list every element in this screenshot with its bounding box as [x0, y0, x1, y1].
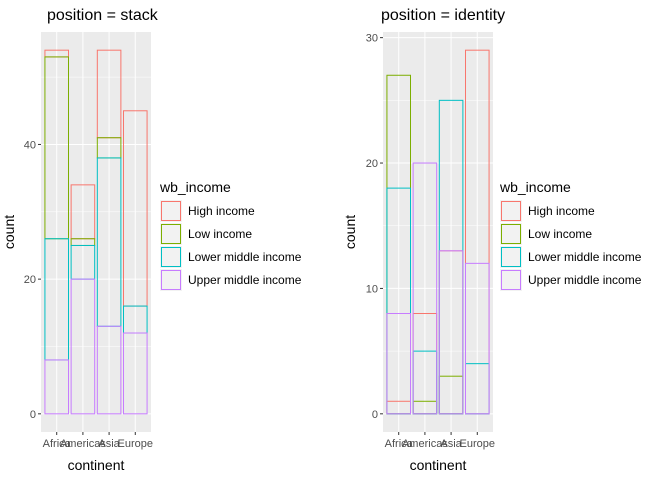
bar-europe-upper-middle-income: [123, 332, 148, 415]
x-tick-label-africa: Africa: [385, 438, 414, 450]
legend-label-lower-middle-income: Lower middle income: [188, 250, 302, 264]
y-tick-label: 20: [366, 158, 378, 170]
y-tick-label: 10: [366, 283, 378, 295]
bars: [386, 49, 490, 415]
x-axis-title: continent: [68, 457, 125, 473]
legend: wb_income High income Low income Lower midd…: [159, 179, 302, 291]
legend-label-low-income: Low income: [528, 227, 592, 241]
legend-key-low-income: [161, 224, 181, 244]
legend: wb_income High income Low income Lower midd…: [499, 179, 642, 291]
plot-background: [383, 32, 493, 432]
y-axis-title: count: [1, 215, 17, 249]
legend-key-lower-middle-income: [501, 247, 521, 267]
legend-key-bg: [160, 269, 182, 291]
legend-key-bg: [500, 223, 522, 245]
bar-asia-upper-middle-income: [438, 250, 464, 415]
legend-title: wb_income: [499, 179, 571, 195]
legend-key-upper-middle-income: [161, 270, 181, 290]
bar-africa-upper-middle-income: [386, 313, 411, 415]
x-tick-label-asia: Asia: [440, 438, 462, 450]
legend-title: wb_income: [159, 179, 231, 195]
legend-key-lower-middle-income: [161, 247, 181, 267]
legend-label-high-income: High income: [528, 204, 595, 218]
legend-label-upper-middle-income: Upper middle income: [528, 273, 642, 287]
legend-label-lower-middle-income: Lower middle income: [528, 250, 642, 264]
legend-key-bg: [160, 200, 182, 222]
legend-key-high-income: [161, 201, 181, 221]
bar-americas-upper-middle-income: [70, 278, 96, 415]
legend-key-low-income: [501, 224, 521, 244]
legend-key-bg: [160, 223, 182, 245]
legend-label-low-income: Low income: [188, 227, 252, 241]
y-tick-label: 30: [366, 33, 378, 45]
y-tick-label: 20: [24, 274, 36, 286]
legend-label-high-income: High income: [188, 204, 255, 218]
x-tick-label-americas: Americas: [402, 438, 448, 450]
legend-label-upper-middle-income: Upper middle income: [188, 273, 302, 287]
chart-panel-0: position = stack 0 20 40 AfricaAmericasAsiaE…: [1, 7, 302, 473]
bars: [44, 49, 148, 415]
x-tick-label-americas: Americas: [60, 438, 106, 450]
legend-key-bg: [500, 269, 522, 291]
chart-title: position = stack: [47, 7, 159, 24]
legend-key-upper-middle-income: [501, 270, 521, 290]
y-axis-title: count: [342, 215, 358, 249]
x-tick-label-europe: Europe: [460, 438, 495, 450]
bar-americas-upper-middle-income: [412, 162, 438, 415]
legend-key-bg: [500, 200, 522, 222]
legend-key-high-income: [501, 201, 521, 221]
y-tick-label: 40: [24, 139, 36, 151]
legend-key-bg: [500, 246, 522, 268]
bar-europe-upper-middle-income: [465, 262, 490, 415]
x-tick-label-asia: Asia: [98, 438, 120, 450]
x-tick-label-europe: Europe: [118, 438, 153, 450]
plot-background: [41, 32, 151, 432]
legend-key-bg: [160, 246, 182, 268]
bar-africa-upper-middle-income: [44, 359, 69, 415]
chart-panel-1: position = identity 0 10 20 30 AfricaAmericas…: [342, 7, 642, 473]
chart-title: position = identity: [381, 7, 505, 24]
y-tick-label: 0: [30, 409, 36, 421]
x-tick-label-africa: Africa: [43, 438, 72, 450]
x-axis-title: continent: [410, 457, 467, 473]
bar-asia-upper-middle-income: [96, 325, 122, 415]
y-tick-label: 0: [372, 409, 378, 421]
